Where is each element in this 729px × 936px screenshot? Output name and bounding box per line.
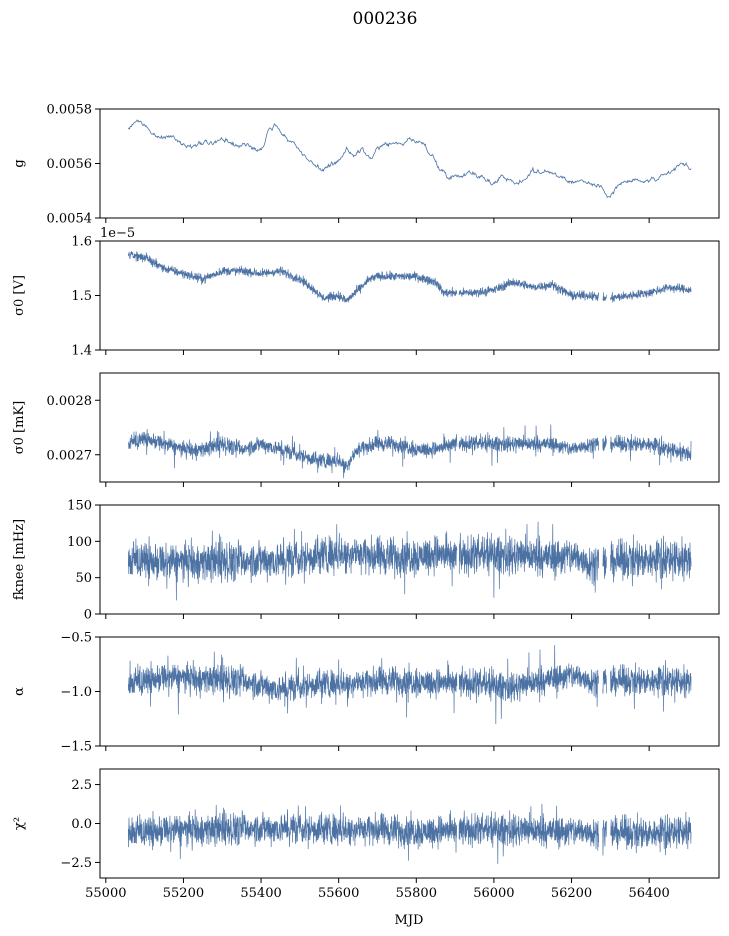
- x-tick-label-8: 56400: [628, 886, 669, 901]
- y-axis-label-1: g: [12, 159, 27, 167]
- y-axis-label-5: α: [12, 687, 27, 696]
- series-line-5: [127, 645, 692, 725]
- figure-title: 000236: [353, 9, 418, 29]
- x-tick-label-2: 55200: [163, 886, 204, 901]
- y-tick-label-5-2: −1.0: [60, 685, 92, 700]
- series-line-4: [127, 521, 692, 601]
- panel-1: 0.0054 0.0056 0.0058 g: [12, 103, 720, 227]
- panels-group: 0.0054 0.0056 0.0058 g 1.4 1.5 1.6 1e−5 σ0 [V] 0.…: [12, 103, 720, 901]
- series-line-6: [127, 803, 692, 864]
- y-tick-label-2-2: 1.5: [71, 289, 92, 304]
- axes-frame-1: [99, 108, 720, 219]
- panel-4: 0 50 100 150 fknee [mHz]: [12, 499, 720, 623]
- y-axis-label-6: χ²: [12, 817, 27, 830]
- y-tick-label-6-3: 2.5: [71, 778, 92, 793]
- y-tick-label-5-3: −0.5: [60, 631, 92, 646]
- y-tick-label-6-1: −2.5: [60, 856, 92, 871]
- y-tick-label-2-3: 1.6: [71, 235, 92, 250]
- x-axis-label: MJD: [395, 913, 424, 928]
- x-tick-label-5: 55800: [396, 886, 437, 901]
- y-tick-label-4-1: 0: [84, 608, 92, 623]
- axes-frame-4: [99, 504, 720, 615]
- y-tick-label-3-2: 0.0028: [47, 394, 93, 409]
- y-tick-label-2-1: 1.4: [71, 344, 92, 359]
- y-tick-label-4-2: 50: [75, 571, 92, 586]
- series-line-2: [127, 250, 692, 304]
- y-tick-label-6-2: 0.0: [71, 817, 92, 832]
- y-axis-label-2: σ0 [V]: [12, 275, 27, 316]
- y-offset-text-2: 1e−5: [100, 226, 135, 241]
- x-tick-label-1: 55000: [85, 886, 126, 901]
- y-tick-label-1-3: 0.0058: [47, 103, 93, 118]
- y-axis-label-4: fknee [mHz]: [12, 519, 27, 600]
- series-line-3: [128, 424, 692, 479]
- axes-frame-3: [99, 372, 720, 483]
- x-tick-label-6: 56000: [473, 886, 514, 901]
- panel-6: −2.5 0.0 2.5 55000 55200 55400 55600 55800 56000…: [12, 768, 720, 901]
- x-tick-label-4: 55600: [318, 886, 359, 901]
- y-tick-label-5-1: −1.5: [60, 740, 92, 755]
- x-tick-label-3: 55400: [240, 886, 281, 901]
- y-tick-label-4-3: 100: [67, 535, 92, 550]
- series-line-1: [127, 119, 692, 199]
- y-tick-label-1-1: 0.0054: [47, 212, 93, 227]
- panel-3: 0.0027 0.0028 σ0 [mK]: [12, 372, 720, 487]
- y-tick-label-4-4: 150: [67, 499, 92, 514]
- x-tick-label-7: 56200: [551, 886, 592, 901]
- panel-5: −1.5 −1.0 −0.5 α: [12, 631, 720, 755]
- y-tick-label-3-1: 0.0027: [47, 448, 93, 463]
- y-tick-label-1-2: 0.0056: [47, 157, 93, 172]
- panel-2: 1.4 1.5 1.6 1e−5 σ0 [V]: [12, 226, 720, 359]
- y-axis-label-3: σ0 [mK]: [12, 401, 27, 454]
- axes-frame-5: [99, 636, 720, 747]
